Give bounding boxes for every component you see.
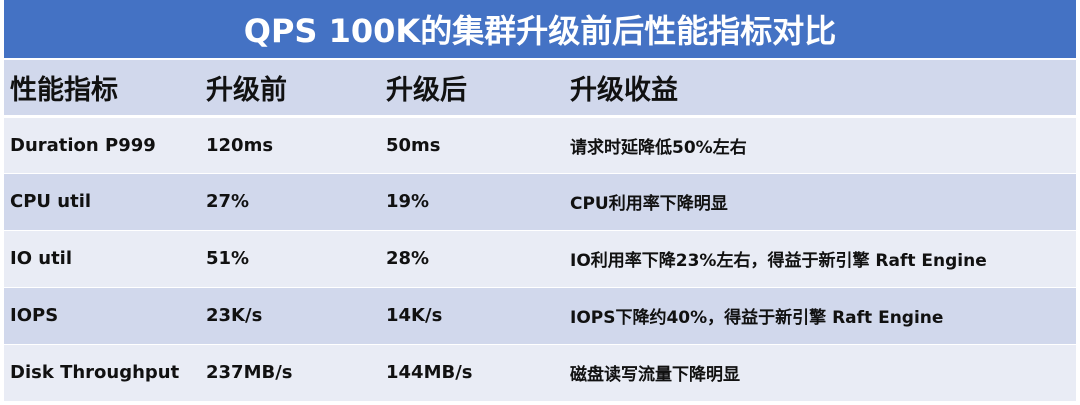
table-row: IOPS 23K/s 14K/s IOPS下降约40%，得益于新引擎 Raft …	[4, 287, 1076, 344]
header-before: 升级前	[206, 74, 287, 106]
cell-metric: Duration P999	[10, 134, 156, 156]
cell-gain: 磁盘读写流量下降明显	[570, 365, 740, 385]
cell-before: 120ms	[206, 134, 274, 156]
table-row: Disk Throughput 237MB/s 144MB/s 磁盘读写流量下降…	[4, 344, 1076, 401]
table-row: Duration P999 120ms 50ms 请求时延降低50%左右	[4, 116, 1076, 173]
slide-title: QPS 100K的集群升级前后性能指标对比	[4, 0, 1076, 58]
cell-after: 28%	[386, 248, 430, 269]
table-row: CPU util 27% 19% CPU利用率下降明显	[4, 173, 1076, 230]
cell-before: 237MB/s	[206, 362, 293, 383]
cell-gain: CPU利用率下降明显	[570, 194, 728, 214]
cell-metric: Disk Throughput	[10, 362, 180, 383]
header-metric: 性能指标	[10, 74, 118, 106]
table-header-row: 性能指标 升级前 升级后 升级收益	[4, 60, 1076, 116]
cell-metric: IOPS	[10, 305, 59, 326]
cell-gain: IOPS下降约40%，得益于新引擎 Raft Engine	[570, 308, 944, 328]
cell-after: 144MB/s	[386, 362, 473, 383]
cell-gain: 请求时延降低50%左右	[570, 137, 747, 158]
cell-gain: IO利用率下降23%左右，得益于新引擎 Raft Engine	[570, 251, 987, 271]
metrics-table: 性能指标 升级前 升级后 升级收益 Duration P999 120ms 50…	[4, 60, 1076, 402]
header-after: 升级后	[386, 74, 467, 106]
cell-after: 50ms	[386, 134, 441, 156]
header-gain: 升级收益	[570, 74, 678, 106]
cell-after: 19%	[386, 191, 430, 212]
cell-metric: CPU util	[10, 191, 92, 212]
cell-before: 51%	[206, 248, 250, 269]
cell-metric: IO util	[10, 248, 73, 269]
cell-before: 27%	[206, 191, 250, 212]
cell-after: 14K/s	[386, 305, 443, 326]
table-row: IO util 51% 28% IO利用率下降23%左右，得益于新引擎 Raft…	[4, 230, 1076, 287]
cell-before: 23K/s	[206, 305, 263, 326]
